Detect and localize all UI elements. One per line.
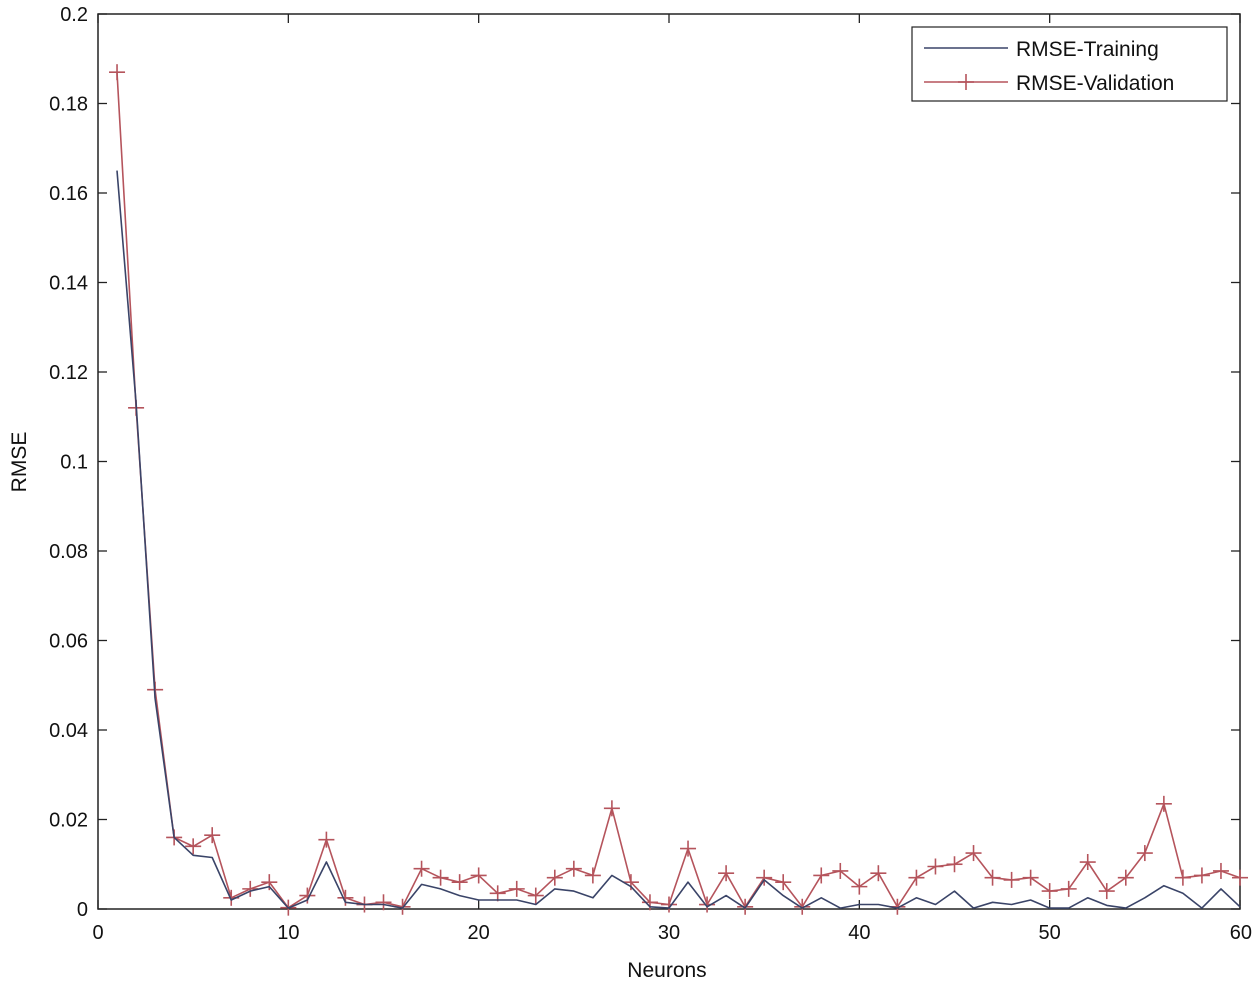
data-point-validation [1022,869,1039,886]
y-tick-label: 0.2 [60,4,88,26]
data-point-validation [1041,883,1058,900]
data-point-validation [508,880,525,897]
series-layer [109,64,1248,916]
x-tick-label: 30 [658,922,680,944]
data-point-validation [680,840,697,857]
x-tick-label: 60 [1230,922,1252,944]
data-point-validation [413,860,430,877]
x-tick-label: 50 [1039,922,1061,944]
y-tick-label: 0.02 [49,810,88,832]
legend: RMSE-Training RMSE-Validation [911,26,1228,102]
data-point-validation [775,874,792,891]
data-point-validation [984,869,1001,886]
data-point-validation [1193,867,1210,884]
legend-label-validation: RMSE-Validation [1016,72,1174,95]
y-tick-label: 0.16 [49,183,88,205]
y-tick-label: 0.08 [49,541,88,563]
legend-label-training: RMSE-Training [1016,38,1159,61]
data-point-validation [1098,883,1115,900]
y-tick-label: 0.14 [49,273,88,295]
data-point-validation [527,887,544,904]
data-point-validation [603,800,620,817]
data-point-validation [1232,869,1248,886]
data-point-validation [1060,880,1077,897]
series-line-training [116,170,1241,909]
data-point-validation [813,867,830,884]
data-point-validation [375,894,392,911]
data-point-validation [318,831,335,848]
data-point-validation [1174,869,1191,886]
data-point-validation [718,865,735,882]
y-tick-label: 0.06 [49,631,88,653]
data-point-validation [965,845,982,862]
data-point-validation [1079,854,1096,871]
data-point-validation [299,887,316,904]
data-point-validation [1003,871,1020,888]
data-point-validation [432,869,449,886]
plot-area [97,13,1241,910]
data-point-validation [1155,795,1172,812]
x-tick-label: 40 [848,922,870,944]
data-point-validation [908,869,925,886]
data-point-validation [1136,845,1153,862]
data-point-validation [185,838,202,855]
data-point-validation [242,880,259,897]
legend-box [911,26,1228,102]
y-tick-label: 0.04 [49,720,88,742]
y-axis-label: RMSE [8,432,31,493]
x-tick-label: 0 [92,922,103,944]
data-point-validation [204,827,221,844]
y-tick-label: 0 [77,899,88,921]
y-tick-label: 0.1 [60,452,88,474]
data-point-validation [546,869,563,886]
data-point-validation [870,865,887,882]
legend-marker-validation [958,74,974,90]
data-point-validation [470,867,487,884]
x-axis-label: Neurons [627,959,706,982]
data-point-validation [927,858,944,875]
y-tick-label: 0.12 [49,362,88,384]
data-point-validation [946,856,963,873]
data-point-validation [1117,869,1134,886]
x-tick-label: 10 [277,922,299,944]
data-point-validation [489,885,506,902]
y-axis: 0 0.02 0.04 0.06 0.08 0.1 0.12 0.14 0.16 0.18 0.2 [49,4,1240,921]
data-point-validation [851,878,868,895]
data-point-validation [832,862,849,879]
data-point-validation [584,867,601,884]
data-point-validation [451,874,468,891]
data-point-validation [794,898,811,915]
data-point-validation [109,64,126,81]
x-tick-label: 20 [468,922,490,944]
data-point-validation [337,889,354,906]
data-point-validation [756,869,773,886]
y-tick-label: 0.18 [49,94,88,116]
data-point-validation [565,860,582,877]
x-axis: 0 10 20 30 40 50 60 [92,14,1252,944]
data-point-validation [661,896,677,913]
data-point-validation [1212,862,1229,879]
